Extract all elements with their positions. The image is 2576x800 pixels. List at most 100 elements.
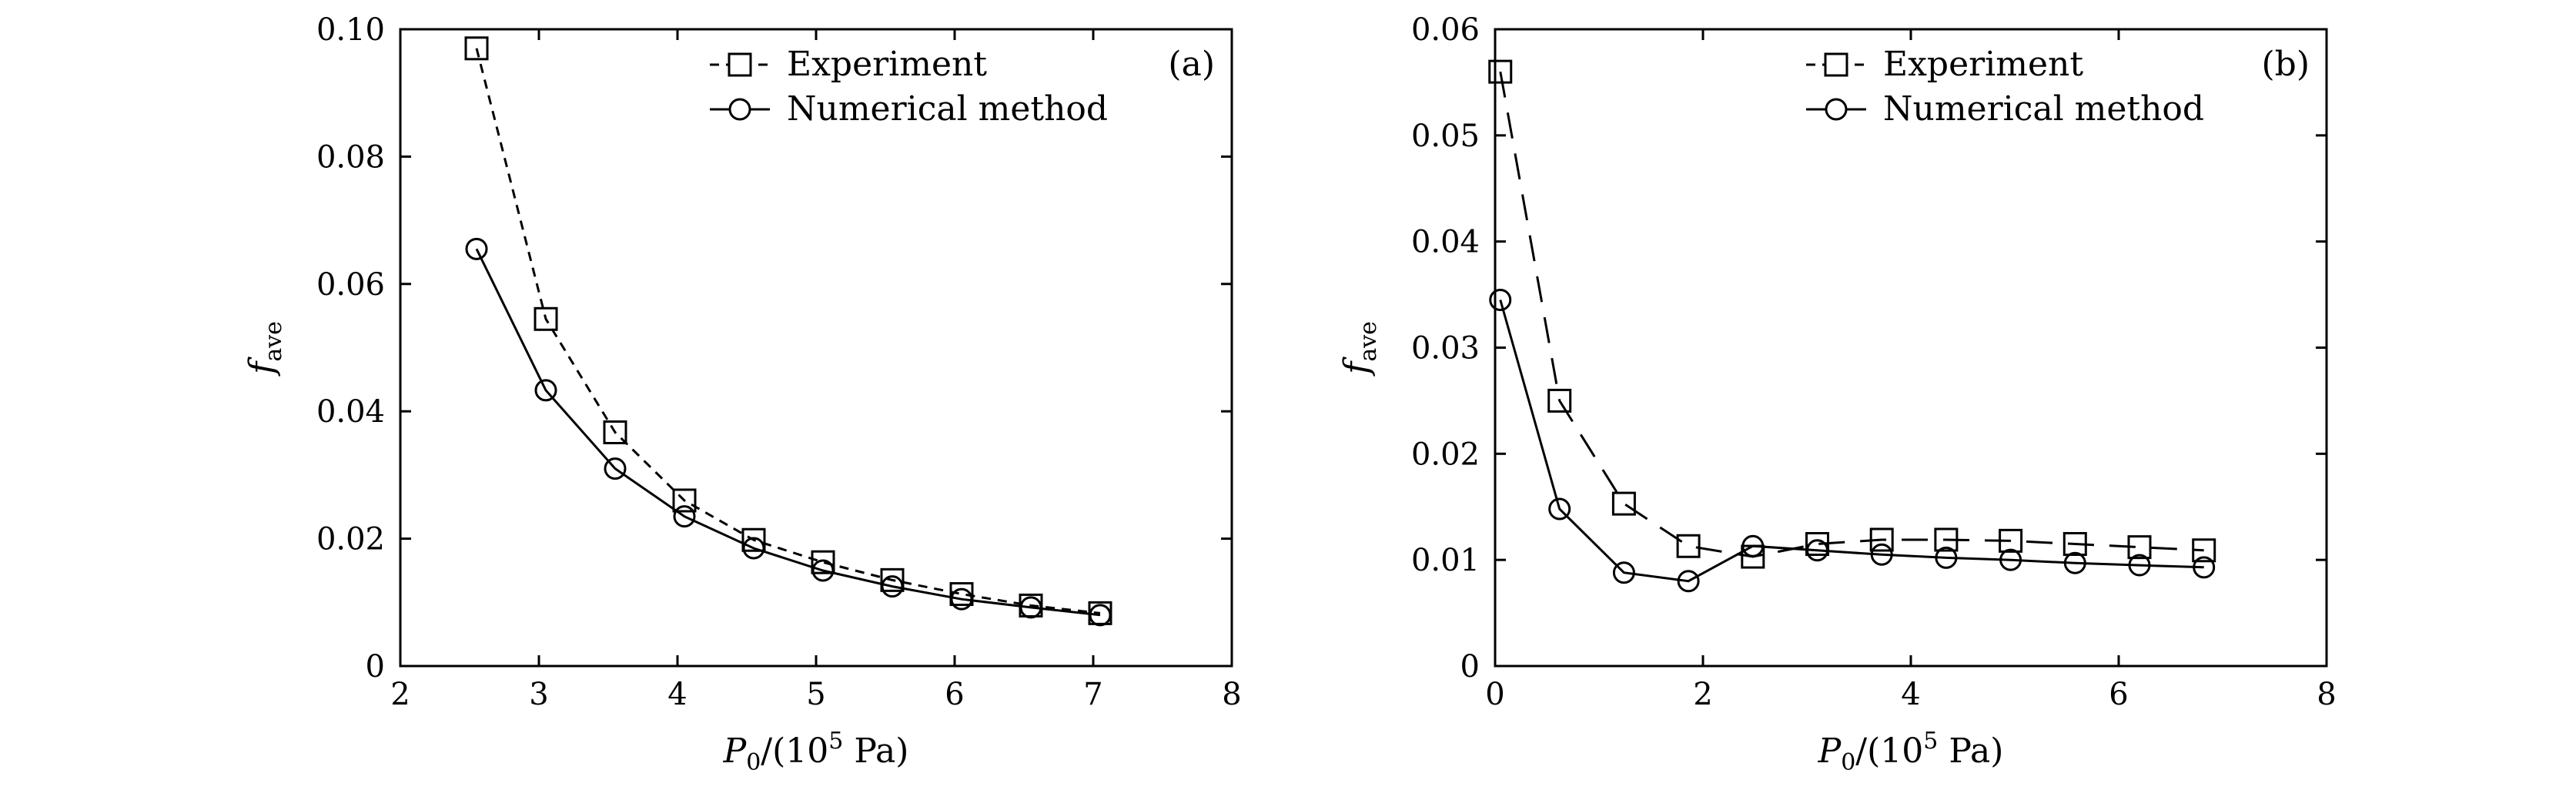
y-tick-label: 0.04	[1411, 225, 1480, 260]
series-line	[475, 248, 1101, 617]
data-point-circle	[604, 457, 627, 480]
y-tick-label: 0.01	[1411, 543, 1480, 578]
x-tick-label: 2	[1693, 677, 1712, 712]
series-line	[1499, 300, 2204, 583]
x-axis-label: P0/(105 Pa)	[1818, 728, 2004, 776]
panel-label: (a)	[1168, 45, 1215, 84]
y-tick-label: 0	[1460, 649, 1480, 685]
panel-label: (b)	[2262, 45, 2310, 84]
y-axis-label: fave	[1337, 321, 1382, 377]
x-tick-label: 5	[806, 677, 825, 712]
data-point-square	[1999, 528, 2023, 553]
data-point-square	[880, 567, 905, 592]
series-line	[475, 48, 1101, 614]
data-point-circle	[2128, 554, 2151, 577]
legend-entry: Numerical method	[1806, 89, 2204, 129]
data-point-circle	[1089, 604, 1112, 627]
legend-label: Numerical method	[787, 89, 1108, 129]
y-tick-label: 0.02	[1411, 437, 1480, 472]
data-point-circle	[1489, 288, 1512, 311]
y-axis-label: fave	[243, 321, 287, 377]
legend-label: Numerical method	[1883, 89, 2204, 129]
data-point-circle	[1870, 543, 1893, 566]
series-numerical-method	[1489, 288, 2216, 593]
x-axis-label: P0/(105 Pa)	[723, 728, 909, 776]
x-axis-label-subscript: 0	[1841, 749, 1855, 776]
data-point-square	[1611, 491, 1636, 516]
x-axis-label-superscript: 5	[1923, 728, 1938, 755]
data-point-square	[534, 306, 558, 331]
data-point-square	[464, 36, 489, 61]
series-experiment	[1488, 59, 2216, 569]
legend-marker-circle	[1825, 98, 1848, 121]
x-tick-label: 7	[1083, 677, 1102, 712]
data-point-square	[2192, 538, 2216, 563]
data-point-square	[1805, 531, 1829, 556]
series-numerical-method	[465, 237, 1112, 627]
x-axis-label-superscript: 5	[828, 728, 843, 755]
x-tick-label: 6	[2109, 677, 2128, 712]
data-point-square	[2127, 535, 2152, 560]
y-tick-label: 0.06	[316, 267, 385, 303]
data-point-circle	[1999, 548, 2022, 571]
y-tick-label: 0.04	[316, 394, 385, 430]
x-axis-label-symbol: P	[723, 731, 748, 771]
data-point-square	[1488, 59, 1513, 84]
data-point-circle	[2193, 556, 2216, 579]
legend-marker-square	[728, 52, 752, 77]
legend-marker-circle	[728, 98, 751, 121]
data-point-circle	[811, 559, 835, 582]
y-tick-label: 0.06	[1411, 12, 1480, 48]
x-tick-label: 8	[2317, 677, 2336, 712]
y-tick-label: 0.08	[316, 139, 385, 175]
data-point-square	[811, 550, 835, 574]
data-point-circle	[1741, 534, 1765, 557]
data-point-square	[1934, 527, 1959, 552]
x-axis-label-mid: /(10	[761, 731, 828, 771]
legend-entry: Numerical method	[710, 89, 1108, 129]
x-axis-label-symbol: P	[1818, 731, 1842, 771]
data-point-square	[603, 420, 627, 444]
data-point-square	[741, 527, 766, 552]
legend-marker-square	[1824, 52, 1848, 77]
data-point-circle	[1612, 561, 1635, 584]
data-point-circle	[673, 505, 696, 528]
y-tick-label: 0	[366, 649, 385, 685]
y-axis-label-subscript: ave	[1355, 321, 1382, 362]
data-point-circle	[1677, 570, 1700, 593]
data-point-circle	[465, 237, 488, 260]
x-tick-label: 8	[1222, 677, 1241, 712]
x-tick-label: 4	[667, 677, 687, 712]
y-axis-label-subscript: ave	[260, 321, 287, 362]
data-point-circle	[881, 575, 904, 598]
series-experiment	[464, 36, 1112, 625]
series-line	[1499, 71, 2204, 558]
data-point-square	[949, 582, 974, 607]
legend-label: Experiment	[787, 45, 987, 84]
data-point-circle	[534, 379, 557, 402]
x-axis-label-subscript: 0	[746, 749, 761, 776]
legend-label: Experiment	[1883, 45, 2083, 84]
data-point-square	[1547, 388, 1572, 413]
y-tick-label: 0.05	[1411, 119, 1480, 154]
data-point-square	[2062, 531, 2087, 556]
x-axis-label-end: Pa)	[843, 731, 908, 771]
x-tick-label: 2	[390, 677, 410, 712]
data-point-circle	[742, 537, 765, 560]
data-point-square	[1869, 527, 1894, 552]
data-point-square	[672, 488, 697, 513]
x-tick-label: 0	[1485, 677, 1504, 712]
data-point-circle	[1935, 546, 1958, 569]
data-point-circle	[1019, 596, 1042, 619]
data-point-square	[1676, 534, 1701, 558]
data-point-circle	[2063, 551, 2086, 574]
x-tick-label: 6	[945, 677, 964, 712]
x-tick-label: 3	[529, 677, 548, 712]
legend-entry: Experiment	[1806, 45, 2083, 84]
data-point-circle	[950, 587, 973, 611]
x-axis-label-end: Pa)	[1938, 731, 2003, 771]
